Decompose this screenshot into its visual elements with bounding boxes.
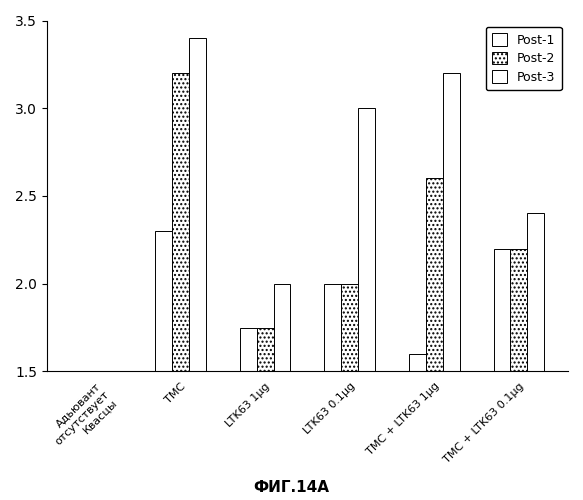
Bar [324,284,341,372]
Bar [426,178,442,372]
Legend: Post-1, Post-2, Post-3: Post-1, Post-2, Post-3 [486,26,562,90]
Bar [511,248,528,372]
Bar [257,328,273,372]
Bar [240,328,257,372]
Bar [341,284,358,372]
Bar [358,108,375,372]
Bar [273,284,290,372]
Bar [189,38,206,372]
Bar [442,73,459,372]
Bar [494,248,511,372]
Bar [172,73,189,372]
Text: ФИГ.14А: ФИГ.14А [254,480,329,495]
Bar [155,231,172,372]
Bar [528,214,545,372]
Bar [409,354,426,372]
